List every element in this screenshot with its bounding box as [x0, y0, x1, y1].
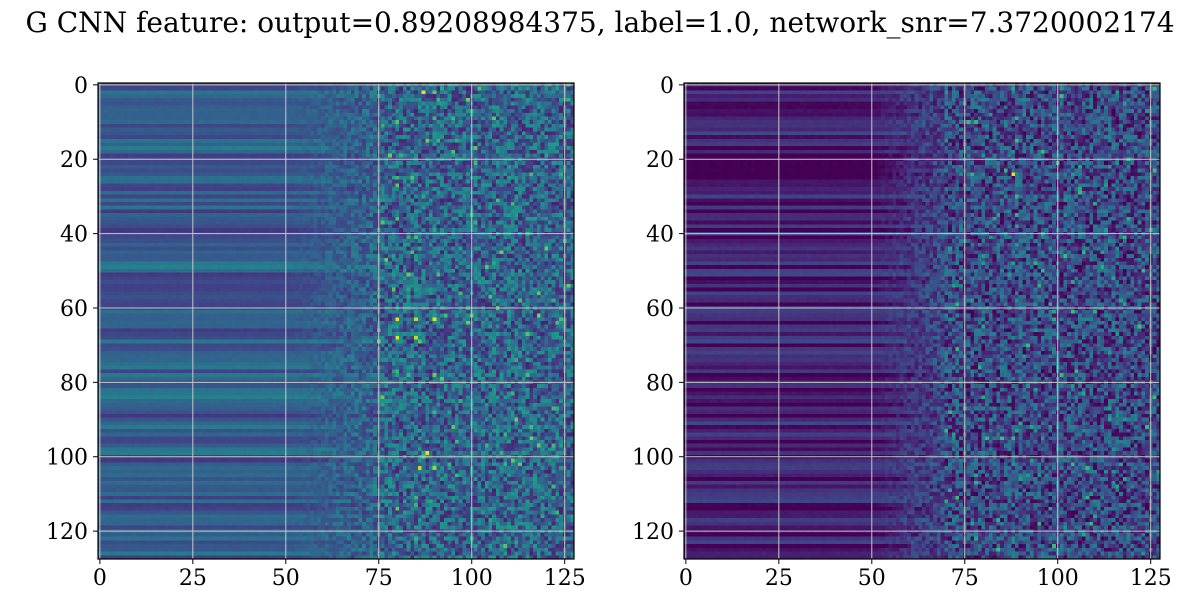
heatmap-cells	[684, 83, 1160, 559]
y-tick-label: 100	[632, 446, 674, 471]
heatmap-cells	[98, 83, 574, 559]
y-tick-label: 0	[660, 74, 674, 99]
y-tick-label: 120	[632, 520, 674, 545]
y-tick-label: 100	[46, 446, 88, 471]
y-tick-label: 60	[60, 297, 88, 322]
x-tick-label: 0	[93, 566, 107, 591]
x-tick-label: 25	[179, 566, 207, 591]
y-tick-label: 40	[60, 223, 88, 248]
y-tick-label: 40	[646, 223, 674, 248]
y-tick-label: 60	[646, 297, 674, 322]
x-tick-label: 50	[272, 566, 300, 591]
x-tick-label: 75	[951, 566, 979, 591]
right-heatmap-chart: 0 25 50 75 100 125 0 20 40 60 80 100 120	[586, 0, 1186, 600]
y-tick-label: 120	[46, 520, 88, 545]
y-tick-label: 20	[646, 148, 674, 173]
x-tick-label: 75	[365, 566, 393, 591]
y-tick-label: 0	[74, 74, 88, 99]
x-tick-label: 125	[544, 566, 586, 591]
x-tick-label: 50	[858, 566, 886, 591]
x-tick-label: 125	[1130, 566, 1172, 591]
x-tick-label: 100	[451, 566, 493, 591]
x-tick-label: 100	[1037, 566, 1079, 591]
x-tick-label: 25	[765, 566, 793, 591]
y-tick-label: 20	[60, 148, 88, 173]
x-tick-label: 0	[679, 566, 693, 591]
right-heatmap-panel: 0 25 50 75 100 125 0 20 40 60 80 100 120	[586, 0, 1186, 604]
y-tick-label: 80	[60, 371, 88, 396]
left-heatmap-panel: 0 25 50 75 100 125 0 20 40 60 80 100 120	[0, 0, 600, 604]
left-heatmap-chart: 0 25 50 75 100 125 0 20 40 60 80 100 120	[0, 0, 600, 600]
y-tick-label: 80	[646, 371, 674, 396]
